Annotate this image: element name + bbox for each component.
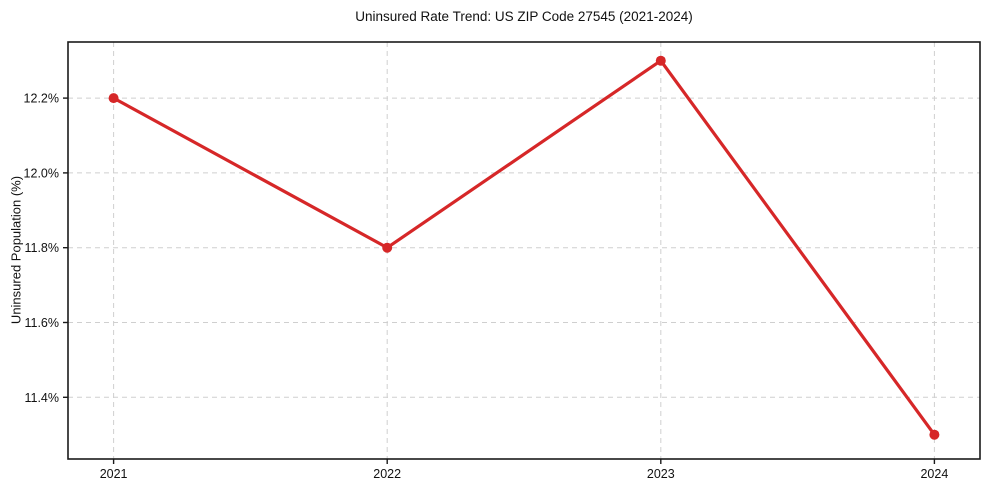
plot-area (68, 42, 980, 459)
x-tick-label: 2021 (100, 467, 128, 481)
trend-line (111, 59, 937, 437)
chart-title: Uninsured Rate Trend: US ZIP Code 27545 … (355, 9, 693, 24)
x-tick-label: 2024 (920, 467, 948, 481)
x-tick-label: 2023 (647, 467, 675, 481)
y-tick-label: 12.2% (24, 92, 59, 106)
data-point-2021 (108, 93, 119, 104)
data-point-2024 (929, 429, 940, 440)
y-tick-label: 11.8% (24, 241, 59, 255)
x-tick-label: 2022 (373, 467, 401, 481)
data-point-2022 (382, 242, 393, 253)
y-tick-label: 11.6% (24, 316, 59, 330)
y-tick-label: 11.4% (24, 391, 59, 405)
data-point-2023 (655, 55, 666, 66)
plot-spines (67, 41, 981, 460)
y-tick-label: 12.0% (24, 166, 59, 180)
